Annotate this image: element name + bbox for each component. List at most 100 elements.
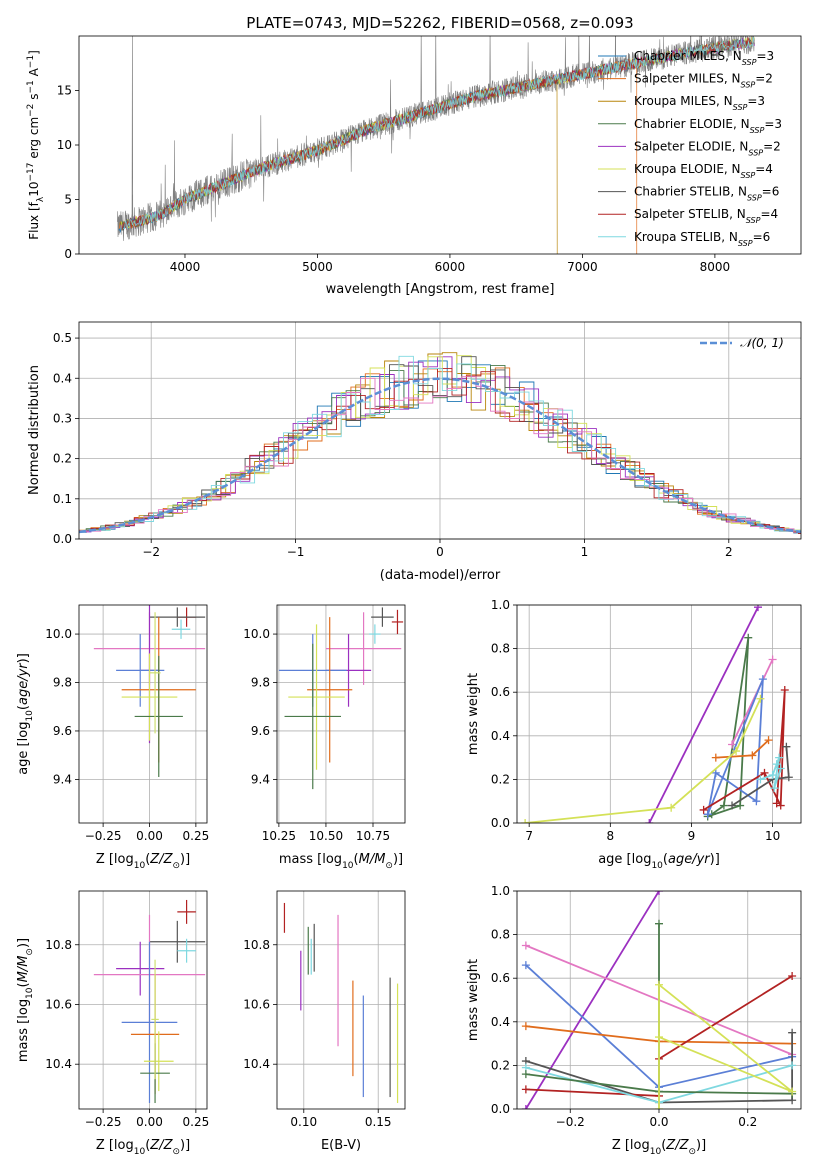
weight-vs-Z-xtick-label: −0.2 xyxy=(556,1115,585,1129)
weight-vs-age-ytick-label: 0.4 xyxy=(491,729,510,743)
residual-hist-ytick-label: 0.1 xyxy=(53,492,72,506)
age-vs-Z-xtick-label: 0.25 xyxy=(183,829,210,843)
weight-vs-age-marker xyxy=(711,753,720,762)
weight-vs-Z-marker xyxy=(521,1085,530,1094)
spectrum-xlabel: wavelength [Angstrom, rest frame] xyxy=(326,282,555,297)
spectrum-xtick-label: 6000 xyxy=(435,260,466,274)
spectrum-xtick-label: 5000 xyxy=(302,260,333,274)
age-vs-Z-xtick-label: 0.00 xyxy=(136,829,163,843)
age-vs-mass-ytick-label: 9.8 xyxy=(251,676,270,690)
weight-vs-age-marker xyxy=(728,801,737,810)
weight-vs-Z-marker xyxy=(521,1105,530,1109)
weight-vs-age-marker xyxy=(776,801,785,810)
weight-vs-Z-ytick-label: 1.0 xyxy=(491,884,510,898)
mass-vs-ebv-ytick-label: 10.4 xyxy=(243,1057,270,1071)
weight-vs-age-marker xyxy=(768,655,777,664)
weight-vs-age-ytick-label: 0.0 xyxy=(491,816,510,830)
residual-hist-ytick-label: 0.0 xyxy=(53,532,72,546)
mass-vs-Z-ytick-label: 10.6 xyxy=(45,997,72,1011)
weight-vs-Z-ytick-label: 0.4 xyxy=(491,1015,510,1029)
weight-vs-Z-marker xyxy=(788,972,797,981)
weight-vs-age-marker xyxy=(782,742,791,751)
spectrum-model-line-5 xyxy=(121,36,755,231)
weight-vs-age-series-2 xyxy=(731,659,774,745)
age-vs-mass-ytick-label: 10.0 xyxy=(243,627,270,641)
weight-vs-age-marker xyxy=(667,803,676,812)
age-vs-mass-xtick-label: 10.25 xyxy=(262,829,296,843)
weight-vs-Z-marker xyxy=(788,1061,797,1070)
weight-vs-Z-marker xyxy=(521,961,530,970)
age-vs-mass-xtick-label: 10.50 xyxy=(309,829,343,843)
spectrum-plot-area xyxy=(117,36,755,254)
weight-vs-age-marker xyxy=(645,819,654,823)
hist-xlabel: (data-model)/error xyxy=(380,568,501,583)
spectrum-model-line-4 xyxy=(120,37,755,231)
weight-vs-age-axes: 7 8 9 10 0.0 0.2 0.4 0.6 0.8 1.0 xyxy=(491,598,802,843)
residual-hist-xtick-label: 1 xyxy=(581,545,589,559)
spectrum-title: PLATE=0743, MJD=52262, FIBERID=0568, z=0… xyxy=(246,14,633,32)
residual-hist-plot-area xyxy=(79,352,801,535)
weight-vs-Z-plot-area xyxy=(521,891,797,1109)
age-vs-Z-ylabel: age [log10(age/yr)] xyxy=(16,653,35,775)
weight-vs-age-ytick-label: 0.8 xyxy=(491,642,510,656)
spectrum-ytick-label: 15 xyxy=(57,84,72,98)
spectrum-model-line-6 xyxy=(121,38,755,231)
weight-vs-age-ytick-label: 1.0 xyxy=(491,598,510,612)
weight-vs-age-marker xyxy=(752,797,761,806)
residual-hist-xtick-label: −2 xyxy=(142,545,160,559)
weight-vs-Z-marker xyxy=(655,1033,663,1042)
age-vs-Z-ytick-label: 9.4 xyxy=(53,772,72,786)
mass-vs-ebv-xlabel: E(B-V) xyxy=(321,1138,361,1153)
weight-vs-age-series-0 xyxy=(648,606,759,823)
age-vs-mass-frame xyxy=(276,604,406,824)
weight-vs-Z-ytick-label: 0.6 xyxy=(491,971,510,985)
weight-vs-Z-xtick-label: 0.0 xyxy=(649,1115,668,1129)
residual-hist-ytick-label: 0.5 xyxy=(53,331,72,345)
weight-vs-Z-axes: −0.2 0.0 0.2 0.0 0.2 0.4 0.6 0.8 1.0 xyxy=(491,884,802,1129)
age-vs-Z-xlabel: Z [log10(Z/Z⊙)] xyxy=(96,852,190,871)
age-vs-Z-xtick-label: −0.25 xyxy=(85,829,122,843)
weight-vs-age-marker xyxy=(780,686,789,695)
weight-vs-Z-series-8 xyxy=(658,982,793,1109)
weight-vs-age-marker xyxy=(770,784,779,793)
mass-vs-ebv-plot-area xyxy=(283,902,399,1104)
mass-vs-ebv-xtick-label: 0.15 xyxy=(365,1115,392,1129)
mass-vs-ebv-ytick-label: 10.8 xyxy=(243,938,270,952)
residual-hist-xtick-label: −1 xyxy=(287,545,305,559)
spectrum-ytick-label: 5 xyxy=(64,193,72,207)
hist-series-7 xyxy=(79,368,801,535)
weight-vs-age-marker xyxy=(711,768,720,777)
mass-vs-Z-ytick-label: 10.4 xyxy=(45,1057,72,1071)
weight-vs-age-marker xyxy=(776,764,785,773)
weight-vs-Z-xtick-label: 0.2 xyxy=(738,1115,757,1129)
mass-vs-Z-axes: −0.25 0.00 0.25 10.4 10.6 10.8 xyxy=(45,890,209,1129)
spectrum-legend-label: Chabrier STELIB, NSSP=6 xyxy=(634,185,779,203)
weight-vs-age-marker xyxy=(775,753,784,762)
weight-vs-age-ylabel: mass weight xyxy=(466,673,481,755)
hist-normal-curve xyxy=(79,377,801,534)
weight-vs-Z-marker xyxy=(521,941,530,950)
weight-vs-Z-series-7 xyxy=(525,923,793,1095)
weight-vs-age-marker xyxy=(748,751,757,760)
age-vs-mass-axes: 10.25 10.50 10.75 9.4 9.6 9.8 10.0 xyxy=(243,604,406,843)
weight-vs-age-xtick-label: 8 xyxy=(606,829,614,843)
mass-vs-Z-xtick-label: 0.00 xyxy=(136,1115,163,1129)
spectrum-legend-label: Kroupa ELODIE, NSSP=4 xyxy=(634,162,773,180)
weight-vs-Z-marker xyxy=(788,1087,797,1096)
spectrum-ytick-label: 0 xyxy=(64,247,72,261)
weight-vs-Z-ylabel: mass weight xyxy=(466,959,481,1041)
weight-vs-age-marker xyxy=(760,768,769,777)
residual-hist-ytick-label: 0.3 xyxy=(53,411,72,425)
weight-vs-age-marker xyxy=(784,773,793,782)
weight-vs-age-ytick-label: 0.2 xyxy=(491,772,510,786)
weight-vs-age-marker xyxy=(756,694,765,703)
spectrum-ylabel: Flux [fλ10−17 erg cm−2 s−1 A−1] xyxy=(26,50,46,240)
weight-vs-Z-marker xyxy=(521,1070,530,1079)
spectrum-legend-label: Chabrier ELODIE, NSSP=3 xyxy=(634,117,782,135)
weight-vs-age-marker xyxy=(756,775,765,784)
weight-vs-age-xlabel: age [log10(age/yr)] xyxy=(598,852,720,871)
age-vs-mass-xtick-label: 10.75 xyxy=(356,829,390,843)
weight-vs-age-marker xyxy=(753,605,762,612)
spectrum-legend-label: Kroupa MILES, NSSP=3 xyxy=(634,94,765,112)
spectrum-model-line-8 xyxy=(122,36,755,230)
